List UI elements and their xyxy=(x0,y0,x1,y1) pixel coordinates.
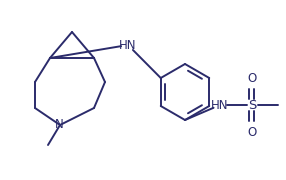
Text: HN: HN xyxy=(211,98,229,111)
Text: O: O xyxy=(247,71,257,84)
Text: O: O xyxy=(247,125,257,138)
Text: HN: HN xyxy=(119,39,137,51)
Text: N: N xyxy=(55,118,63,130)
Text: S: S xyxy=(248,98,256,111)
